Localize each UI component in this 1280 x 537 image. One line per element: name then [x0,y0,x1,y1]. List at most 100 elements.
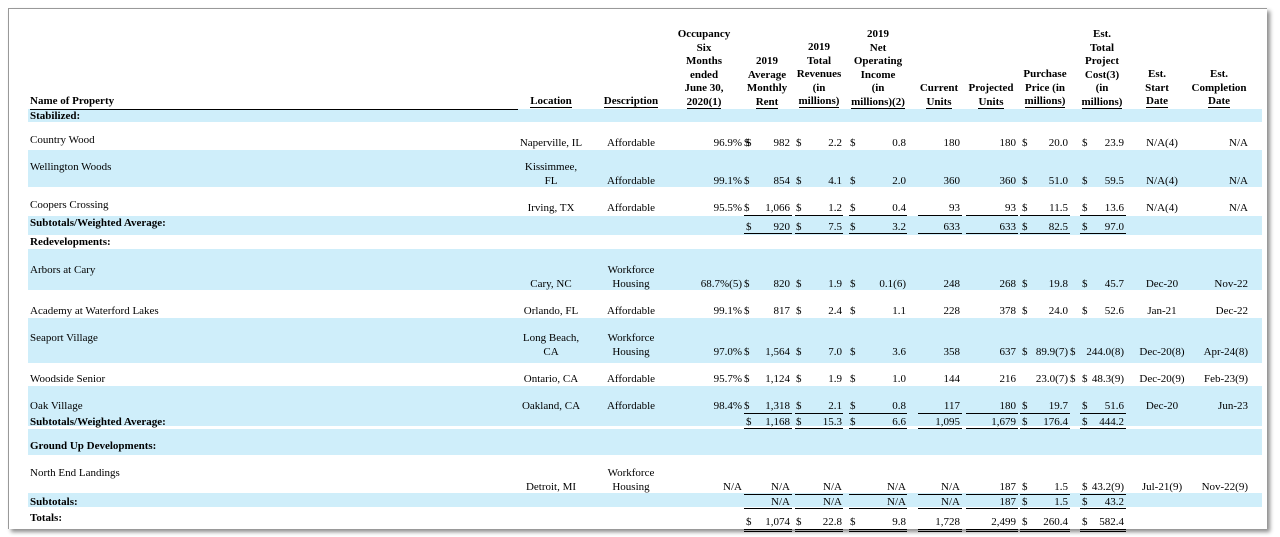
row-completion-date: Jun-23 [1218,400,1248,412]
row-pc: 97.0 [1104,221,1124,233]
rule-line [1080,508,1126,509]
row-location: Kissimmee, [524,161,578,173]
row-pu: 378 [999,305,1017,317]
dollar-sign: $ [1070,373,1076,385]
header-name: Name of Property [30,95,518,110]
dollar-sign: $ [1022,221,1028,233]
dollar-sign: $ [1022,400,1028,412]
rule-line [1020,215,1070,216]
row-pc: 51.6 [1104,400,1124,412]
row-completion-date: Dec-22 [1215,305,1248,317]
row-occupancy: 68.7%(5) [700,278,742,290]
row-description: Affordable [606,373,656,385]
dollar-sign: $ [744,202,750,214]
dollar-sign: $ [796,400,802,412]
row-name: Country Wood [30,134,95,146]
row-completion-date: Nov-22 [1214,278,1248,290]
row-rev: 1.2 [828,202,842,214]
row-location: FL [544,175,558,187]
rule-line [918,529,962,532]
band [28,493,1262,507]
row-pp: 82.5 [1048,221,1068,233]
header-noi: 2019 Net Operating Income (in millions)(2) [851,28,905,109]
dollar-sign: $ [1022,516,1028,528]
rule-line [849,494,907,495]
rule-line [849,233,907,234]
dollar-sign: $ [1022,175,1028,187]
rule-line [1020,494,1070,495]
row-occupancy: 99.1% [713,175,742,187]
row-noi: 3.2 [892,221,906,233]
dollar-sign: $ [744,346,750,358]
row-rev: 1.9 [828,278,842,290]
dollar-sign: $ [1082,221,1088,233]
row-cu: 360 [943,175,961,187]
row-pc: 48.3(9) [1091,373,1124,385]
dollar-sign: $ [1082,175,1088,187]
band [28,429,1262,455]
row-name: Subtotals: [30,496,78,508]
header-start-date: Est. Start Date [1145,68,1169,108]
row-noi: 6.6 [892,416,906,428]
row-start-date: Jan-21 [1147,305,1177,317]
dollar-sign: $ [746,221,752,233]
rule-line [918,233,962,234]
dollar-sign: $ [744,278,750,290]
header-description: Description [603,95,659,108]
rule-line [1080,428,1126,429]
row-name: Subtotals/Weighted Average: [30,217,166,229]
row-pu: 2,499 [991,516,1016,528]
row-cu: 180 [943,137,961,149]
row-start-date: N/A(4) [1146,202,1178,214]
row-pp: 260.4 [1043,516,1068,528]
dollar-sign: $ [1070,346,1076,358]
rule-line [744,428,792,429]
dollar-sign: $ [1082,278,1088,290]
rule-line [744,508,792,509]
row-rent: 920 [773,221,791,233]
rule-line [849,413,907,414]
rule-line [918,494,962,495]
row-description: Affordable [606,305,656,317]
header-completion-date: Est. Completion Date [1191,68,1247,108]
row-pp: 51.0 [1048,175,1068,187]
header-current-units: Current Units [919,82,959,109]
row-description: Affordable [606,175,656,187]
rule-line [795,233,843,234]
row-rent: 1,074 [765,516,790,528]
row-location: Oakland, CA [521,400,581,412]
row-rev: N/A [823,496,842,508]
dollar-sign: $ [796,278,802,290]
row-pu: 268 [999,278,1017,290]
row-pc: 23.9 [1104,137,1124,149]
row-pp: 19.8 [1048,278,1068,290]
rule-line [1080,215,1126,216]
row-rev: 7.5 [828,221,842,233]
section-redevelopments: Redevelopments: [30,236,111,248]
rule-line [918,428,962,429]
row-noi: 0.4 [892,202,906,214]
dollar-sign: $ [1082,373,1088,385]
rule-line [744,529,792,532]
row-cu: 633 [943,221,961,233]
rule-line [1020,529,1070,532]
rule-line [744,413,792,414]
row-name: North End Landings [30,467,120,479]
row-rent: 1,168 [765,416,790,428]
rule-line [795,428,843,429]
row-noi: 0.8 [892,400,906,412]
row-completion-date: Apr-24(8) [1203,346,1248,358]
row-description: Workforce [607,264,655,276]
row-rent: 820 [773,278,791,290]
row-rent: N/A [771,481,790,493]
row-occupancy: 99.1% [713,305,742,317]
dollar-sign: $ [1022,416,1028,428]
rule-line [1080,233,1126,234]
row-pu: 180 [999,400,1017,412]
header-purchase-price: Purchase Price (in millions) [1023,68,1067,108]
row-occupancy: 95.7% [713,373,742,385]
band [28,216,1262,235]
row-completion-date: N/A [1229,175,1248,187]
row-pu: 1,679 [991,416,1016,428]
row-occupancy: 96.9% [713,137,742,149]
